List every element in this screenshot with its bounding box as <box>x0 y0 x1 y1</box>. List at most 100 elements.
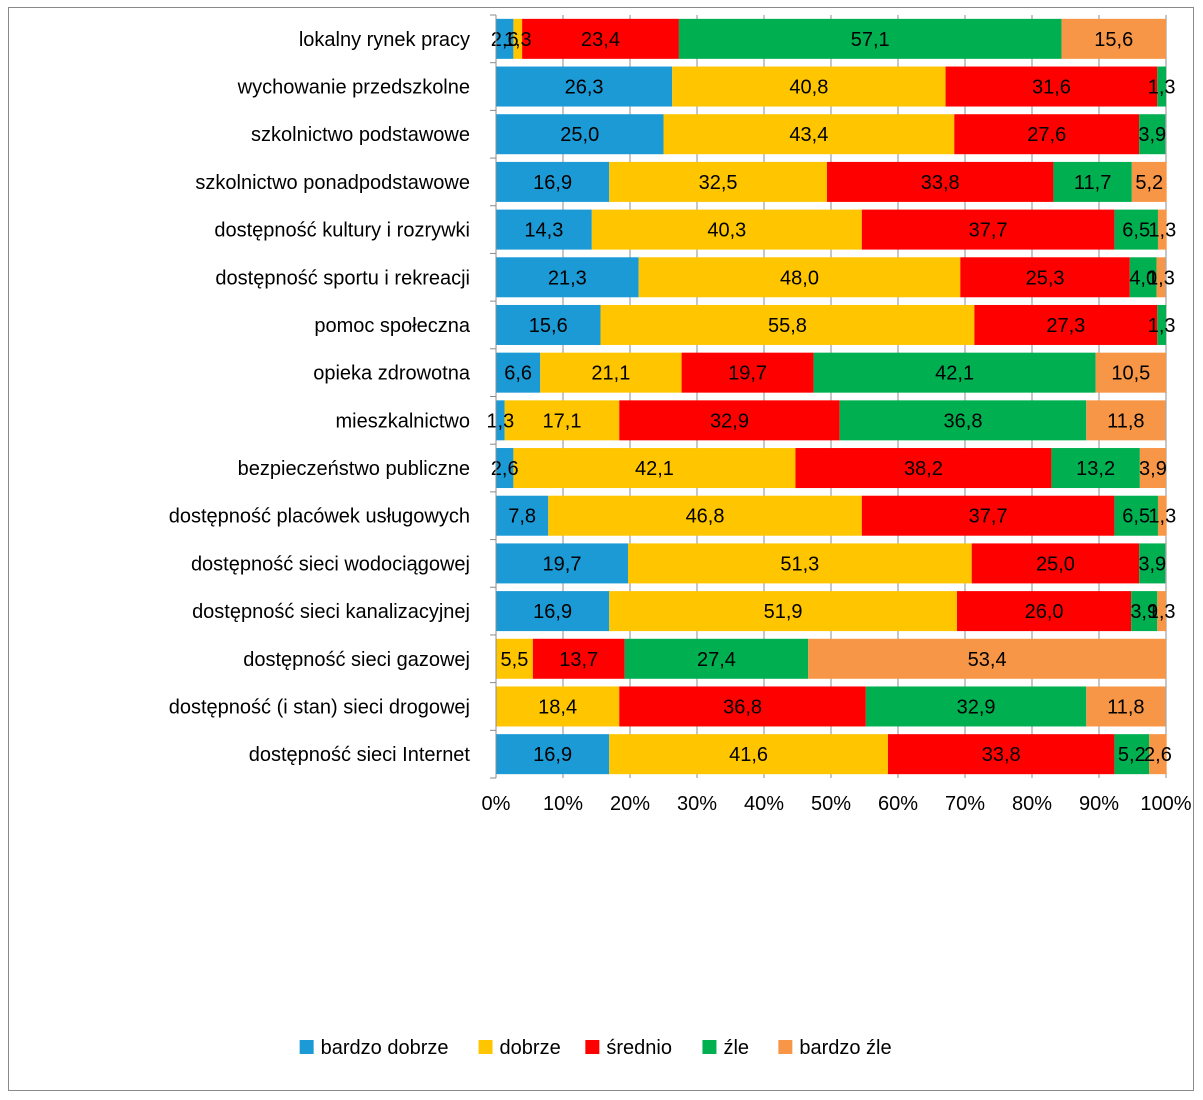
bar-segment <box>839 400 1087 441</box>
bar-segment <box>1131 161 1167 202</box>
bar-segment <box>609 734 888 775</box>
bar-segment <box>496 734 610 775</box>
x-tick-label: 50% <box>811 793 851 815</box>
bar-segment <box>1051 448 1140 489</box>
data-label: 5,2 <box>1135 172 1163 194</box>
data-label: 11,8 <box>1107 696 1144 718</box>
bar-segment <box>496 352 541 393</box>
legend: bardzo dobrze dobrze średnio źle bardzo źle <box>299 1037 892 1059</box>
bar-segment <box>638 257 961 298</box>
bar-segment <box>678 18 1062 59</box>
data-label: 48,0 <box>780 267 819 289</box>
legend-label: źle <box>723 1037 749 1059</box>
bar-segment <box>1156 257 1166 298</box>
legend-swatch <box>585 1040 600 1054</box>
x-tick-label: 70% <box>945 793 985 815</box>
bar-segment <box>887 734 1115 775</box>
bar-segment <box>496 686 620 727</box>
bar-segment <box>1157 495 1167 536</box>
bar-segment <box>522 18 679 59</box>
data-label: 43,4 <box>789 124 828 146</box>
bar-segment <box>504 400 620 441</box>
data-label: 11,7 <box>1074 172 1111 194</box>
bar-segment <box>619 686 866 727</box>
x-tick-label: 40% <box>744 793 784 815</box>
category-label: dostępność sieci kanalizacyjnej <box>192 601 470 623</box>
bar-segment <box>1157 304 1166 345</box>
data-label: 51,3 <box>780 553 819 575</box>
legend-swatch <box>478 1040 493 1054</box>
data-label: 2,6 <box>491 29 519 51</box>
data-label: 1,3 <box>1148 315 1176 337</box>
x-tick-label: 90% <box>1079 793 1119 815</box>
data-label: 1,3 <box>1147 267 1175 289</box>
data-label: 31,6 <box>1032 77 1071 99</box>
data-label: 13,2 <box>1076 458 1115 480</box>
data-label: 32,9 <box>710 410 749 432</box>
bar-segment <box>1157 591 1166 632</box>
data-label: 4,0 <box>1129 267 1157 289</box>
bar-segment <box>1157 66 1166 107</box>
data-label: 53,4 <box>968 649 1007 671</box>
bar-segment <box>974 304 1158 345</box>
data-label: 37,7 <box>969 220 1008 242</box>
bar-segment <box>496 638 533 679</box>
data-label: 33,8 <box>982 744 1021 766</box>
bar-segment <box>795 448 1052 489</box>
data-label: 33,8 <box>921 172 960 194</box>
bar-segment <box>532 638 625 679</box>
data-label: 21,3 <box>548 267 587 289</box>
category-label: opieka zdrowotna <box>313 363 471 385</box>
data-label: 36,8 <box>944 410 983 432</box>
bar-segment <box>1139 114 1166 155</box>
bar-segment <box>960 257 1130 298</box>
data-label: 3,9 <box>1138 553 1166 575</box>
data-label: 5,5 <box>501 649 529 671</box>
x-tick-label: 20% <box>610 793 650 815</box>
data-label: 27,4 <box>697 649 736 671</box>
bar-segment <box>1149 734 1167 775</box>
bar-segment <box>1114 734 1150 775</box>
data-label: 16,9 <box>533 601 572 623</box>
bar-segment <box>513 18 523 59</box>
data-label: 38,2 <box>904 458 943 480</box>
category-label: mieszkalnictwo <box>336 410 470 432</box>
data-label: 16,9 <box>533 744 572 766</box>
data-label: 13,7 <box>559 649 598 671</box>
category-label: bezpieczeństwo publiczne <box>238 458 470 480</box>
data-label: 11,8 <box>1107 410 1144 432</box>
x-tick-label: 10% <box>543 793 583 815</box>
category-label: szkolnictwo podstawowe <box>251 124 470 146</box>
category-label: dostępność sieci gazowej <box>243 649 470 671</box>
data-label: 21,1 <box>591 363 630 385</box>
bar-segment <box>609 161 827 202</box>
data-label: 36,8 <box>723 696 762 718</box>
data-label: 27,3 <box>1046 315 1085 337</box>
data-label: 19,7 <box>543 553 582 575</box>
data-label: 26,0 <box>1025 601 1064 623</box>
data-label: 6,5 <box>1122 506 1150 528</box>
bar-segment <box>1114 495 1158 536</box>
legend-label: dobrze <box>500 1037 561 1059</box>
data-label: 1,3 <box>486 410 514 432</box>
bar-segment <box>861 209 1115 250</box>
data-label: 51,9 <box>764 601 803 623</box>
data-label: 55,8 <box>768 315 807 337</box>
bar-segment <box>513 448 796 489</box>
category-label: pomoc społeczna <box>314 315 471 337</box>
data-label: 3,9 <box>1138 124 1166 146</box>
data-label: 3,9 <box>1139 458 1167 480</box>
data-label: 26,3 <box>565 77 604 99</box>
bar-segment <box>954 114 1140 155</box>
category-label: szkolnictwo ponadpodstawowe <box>195 172 470 194</box>
bar-segment <box>1114 209 1158 250</box>
category-label: lokalny rynek pracy <box>299 29 470 51</box>
bar-segment <box>1061 18 1166 59</box>
bar-segment <box>1131 591 1158 632</box>
bar-segment <box>865 686 1087 727</box>
bar-segment <box>624 638 809 679</box>
bar-segment <box>1139 448 1166 489</box>
legend-label: średnio <box>606 1037 672 1059</box>
data-label: 27,6 <box>1027 124 1066 146</box>
